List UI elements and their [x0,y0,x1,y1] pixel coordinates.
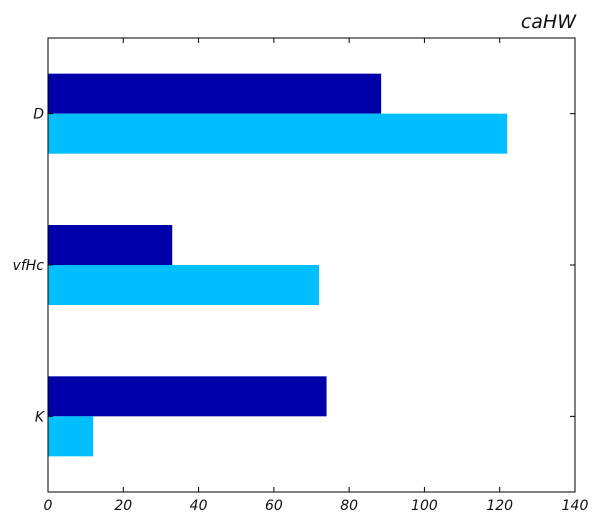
bar-k-series-1 [48,376,327,417]
bar-d-series-1 [48,73,382,114]
bar-vfhc-series-1 [48,225,173,265]
x-tick-label: 120 [486,498,513,514]
y-tick-label: K [35,409,46,425]
x-tick-label: 40 [190,498,208,514]
x-tick-label: 60 [265,498,283,514]
x-tick-label: 140 [562,498,589,514]
bar-d-series-2 [48,113,508,154]
x-tick-label: 100 [411,498,438,514]
y-tick-label: vfHc [13,258,45,274]
chart-title: caHW [521,11,577,33]
y-tick-label: D [33,107,44,123]
bar-vfhc-series-2 [48,265,320,305]
bars [48,73,508,457]
bar-k-series-2 [48,416,94,457]
x-tick-label: 0 [44,498,53,514]
x-tick-label: 20 [114,498,132,514]
x-tick-label: 80 [340,498,358,514]
